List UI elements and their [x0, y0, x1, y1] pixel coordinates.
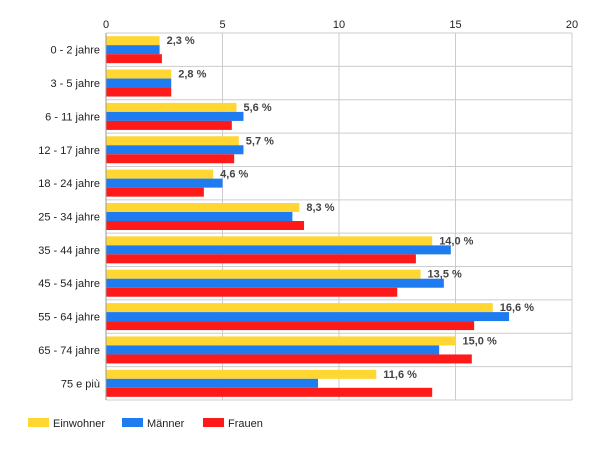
data-label: 8,3 % — [306, 202, 334, 214]
bar-m-nner — [106, 212, 293, 221]
bar-m-nner — [106, 78, 172, 88]
bar-einwohner — [106, 36, 160, 46]
bar-frauen — [106, 154, 235, 164]
bar-einwohner — [106, 303, 493, 313]
category-label: 12 - 17 jahre — [38, 145, 100, 157]
category-label: 75 e più — [61, 378, 100, 390]
bar-frauen — [106, 54, 162, 64]
data-label: 14,0 % — [439, 235, 473, 247]
legend-label: Einwohner — [53, 418, 105, 430]
axes: 0 5 10 15 20 0 - 2 jahre 3 - 5 jahre 6 - 11 jah… — [38, 19, 578, 400]
bar-einwohner — [106, 369, 377, 379]
bar-frauen — [106, 287, 398, 297]
bar-einwohner — [106, 336, 456, 346]
x-tick-label: 10 — [333, 19, 345, 31]
x-tick-label: 20 — [566, 19, 578, 31]
bar-m-nner — [106, 45, 160, 55]
data-label: 15,0 % — [463, 335, 497, 347]
bar-frauen — [106, 321, 475, 331]
category-label: 55 - 64 jahre — [38, 312, 100, 324]
category-label: 3 - 5 jahre — [50, 78, 100, 90]
legend: Einwohner Männer Frauen — [28, 418, 263, 430]
bar-frauen — [106, 221, 305, 230]
bar-m-nner — [106, 278, 444, 288]
bar-einwohner — [106, 236, 433, 246]
bar-frauen — [106, 387, 433, 397]
data-labels: 2,3 % 2,8 % 5,6 % 5,7 % 4,6 % 8,3 % 14,0 % 13,5… — [167, 35, 535, 381]
x-tick-label: 5 — [219, 19, 225, 31]
bar-m-nner — [106, 378, 319, 388]
x-tick-label: 15 — [449, 19, 461, 31]
bar-m-nner — [106, 111, 244, 121]
data-label: 2,8 % — [178, 69, 206, 81]
data-label: 13,5 % — [428, 269, 462, 281]
bar-m-nner — [106, 145, 244, 155]
data-label: 11,6 % — [383, 369, 417, 381]
category-label: 6 - 11 jahre — [45, 111, 100, 123]
bar-frauen — [106, 354, 472, 364]
category-label: 18 - 24 jahre — [38, 178, 100, 190]
legend-label: Frauen — [228, 418, 263, 430]
data-label: 2,3 % — [167, 35, 195, 47]
category-label: 25 - 34 jahre — [38, 212, 100, 224]
grid-lines — [105, 32, 573, 401]
bar-einwohner — [106, 102, 237, 112]
bar-m-nner — [106, 245, 451, 255]
bar-frauen — [106, 254, 416, 264]
legend-swatch — [28, 418, 49, 427]
legend-swatch — [203, 418, 224, 427]
bar-einwohner — [106, 203, 300, 212]
category-label: 65 - 74 jahre — [38, 345, 100, 357]
data-label: 5,7 % — [246, 135, 274, 147]
data-label: 4,6 % — [220, 169, 248, 181]
bar-frauen — [106, 120, 232, 130]
bar-frauen — [106, 187, 204, 197]
bar-frauen — [106, 87, 172, 97]
category-label: 45 - 54 jahre — [38, 278, 100, 290]
legend-swatch — [122, 418, 143, 427]
category-label: 0 - 2 jahre — [50, 45, 100, 57]
bars — [106, 36, 510, 397]
category-label: 35 - 44 jahre — [38, 245, 100, 257]
data-label: 16,6 % — [500, 302, 534, 314]
legend-label: Männer — [147, 418, 185, 430]
bar-einwohner — [106, 136, 239, 146]
bar-einwohner — [106, 269, 421, 279]
bar-einwohner — [106, 169, 214, 179]
data-label: 5,6 % — [243, 102, 271, 114]
bar-m-nner — [106, 178, 223, 188]
bar-m-nner — [106, 345, 440, 355]
bar-einwohner — [106, 69, 172, 79]
bar-m-nner — [106, 312, 510, 322]
x-tick-label: 0 — [103, 19, 109, 31]
